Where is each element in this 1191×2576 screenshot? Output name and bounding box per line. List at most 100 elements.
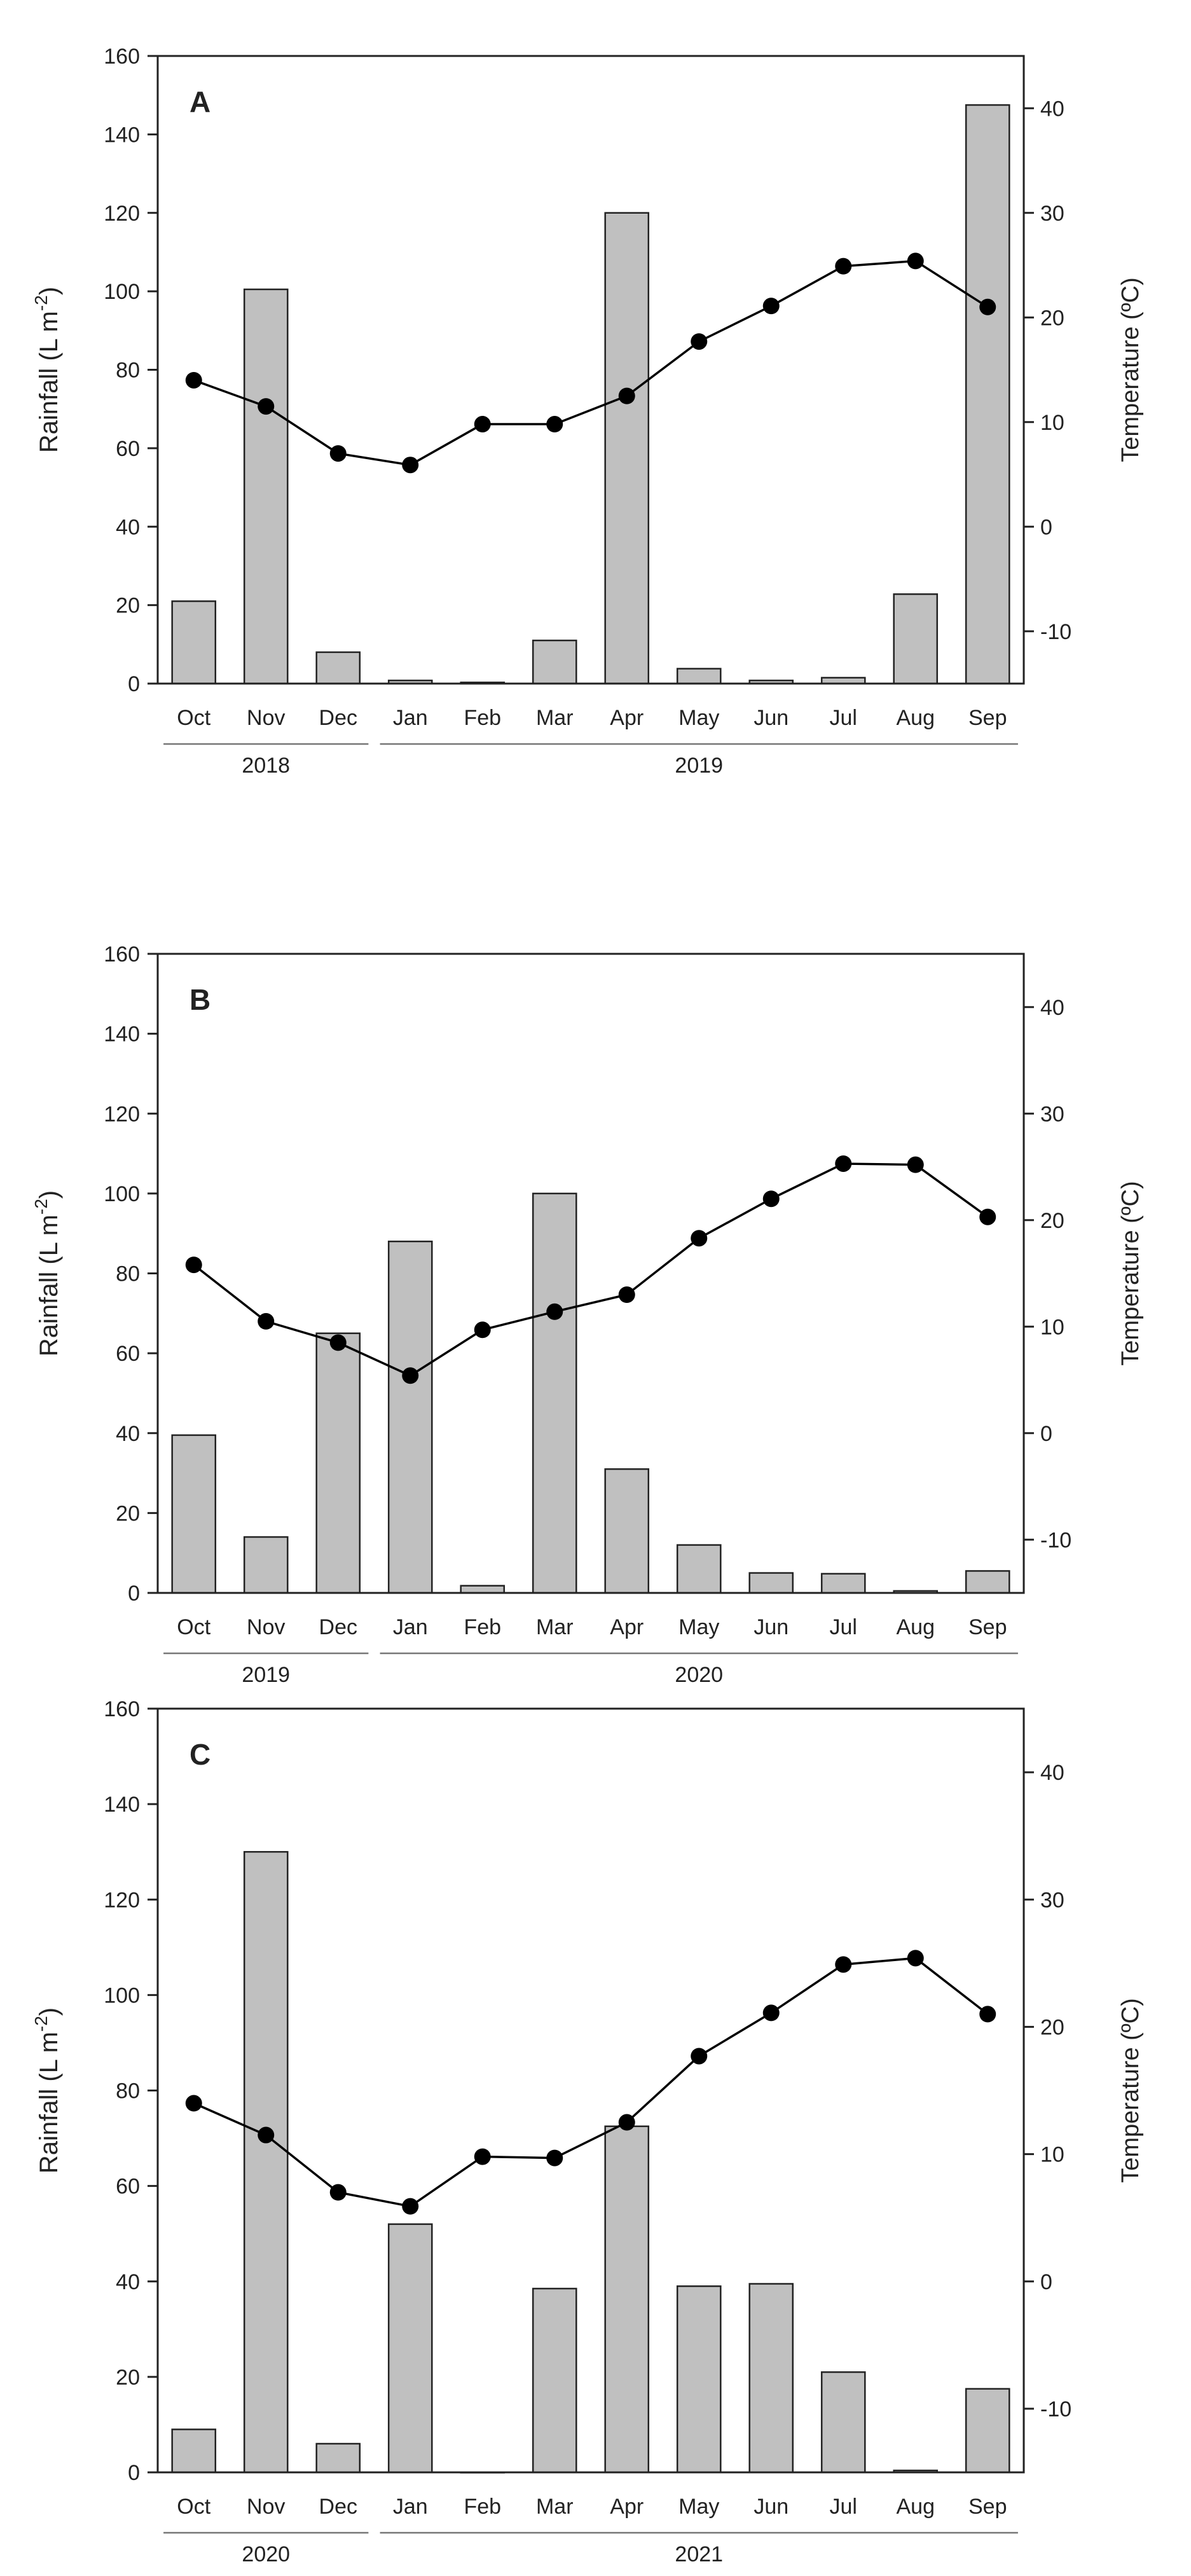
temperature-line	[193, 1957, 989, 2208]
chart-panel-a: 0 20 40 60 80 100 120 140 160 -10 0 10 20 30 40 Oct Nov D…	[31, 45, 1144, 778]
y-tick-label: 20	[116, 1501, 140, 1526]
x-tick-label-mar: Mar	[536, 1615, 574, 1639]
y2-tick-label: 20	[1040, 1209, 1064, 1233]
rainfall-bar-dec	[315, 2442, 361, 2474]
temperature-point-sep	[979, 1208, 996, 1225]
y2-tick-label: 0	[1040, 2270, 1052, 2294]
rainfall-bar-nov	[243, 288, 289, 685]
x-tick-label-jan: Jan	[393, 1615, 428, 1639]
rainfall-bar-apr	[604, 2125, 650, 2474]
y-tick-label: 80	[116, 1262, 140, 1286]
temperature-point-jun	[762, 2004, 780, 2022]
rainfall-bar-sep	[965, 104, 1010, 685]
temperature-point-dec	[329, 1334, 347, 1351]
x-tick-label-jan: Jan	[393, 706, 428, 730]
rainfall-bar-nov	[243, 1536, 289, 1594]
temperature-point-dec	[329, 445, 347, 462]
rainfall-bar-jan	[387, 1241, 433, 1594]
temperature-point-may	[691, 333, 708, 350]
y-tick-label: 20	[116, 2366, 140, 2390]
y-tick-label: 140	[104, 123, 140, 147]
y-tick-label: 0	[128, 1581, 140, 1606]
x-tick-label-apr: Apr	[610, 1615, 644, 1639]
temperature-point-aug	[907, 1950, 924, 1967]
temperature-point-nov	[258, 398, 275, 415]
x-tick-label-may: May	[678, 2495, 719, 2519]
temperature-point-dec	[329, 2184, 347, 2201]
y-axis-title: Rainfall (L m-2)	[31, 287, 63, 453]
x-tick-label-jun: Jun	[754, 706, 788, 730]
y2-tick-label: 20	[1040, 2015, 1064, 2039]
x-tick-label-jun: Jun	[754, 1615, 788, 1639]
y-tick-label: 40	[116, 515, 140, 539]
rainfall-bar-may	[676, 2285, 722, 2474]
temperature-point-jan	[402, 2198, 419, 2215]
y-tick-label: 60	[116, 437, 140, 461]
y-axis-title-main: Rainfall (L m	[35, 2032, 63, 2173]
temperature-point-jan	[402, 457, 419, 474]
x-tick-label-oct: Oct	[177, 1615, 210, 1639]
temperature-point-feb	[474, 2148, 491, 2165]
chart-panel-b: 0 20 40 60 80 100 120 140 160 -10 0 10 20 30 40 Oct Nov D…	[31, 942, 1144, 1687]
temperature-point-jul	[835, 258, 852, 275]
x-tick-label-mar: Mar	[536, 2495, 574, 2519]
y2-tick-label: 10	[1040, 411, 1064, 435]
temperature-point-nov	[258, 1312, 275, 1330]
rainfall-bar-sep	[965, 1570, 1010, 1594]
temperature-point-aug	[907, 1156, 924, 1173]
x-tick-label-aug: Aug	[897, 1615, 935, 1639]
y-tick-label: 0	[128, 672, 140, 696]
y2-axis-title: Temperature (ºC)	[1117, 1998, 1144, 2183]
rainfall-bar-jun	[748, 2283, 794, 2474]
chart-panel-c: 0 20 40 60 80 100 120 140 160 -10 0 10 20 30 40 Oct Nov D…	[31, 1697, 1144, 2566]
y-tick-label: 160	[104, 1697, 140, 1721]
y-tick-label: 40	[116, 2270, 140, 2294]
temperature-point-jul	[835, 1956, 852, 1973]
y-tick-label: 120	[104, 202, 140, 226]
x-tick-label-jun: Jun	[754, 2495, 788, 2519]
y-tick-label: 80	[116, 2079, 140, 2104]
temperature-line	[193, 259, 989, 467]
y-axis-title-tail: )	[35, 2008, 63, 2016]
rainfall-bar-apr	[604, 212, 650, 685]
temperature-point-may	[691, 1230, 708, 1247]
year-group-label: 2020	[675, 1663, 723, 1687]
temperature-point-may	[691, 2048, 708, 2065]
x-tick-label-oct: Oct	[177, 706, 210, 730]
year-group-label: 2021	[675, 2542, 723, 2566]
year-group-label: 2019	[675, 754, 723, 778]
rainfall-bar-jul	[820, 2371, 866, 2474]
y-axis-title: Rainfall (L m-2)	[31, 2008, 63, 2173]
temperature-line	[193, 1162, 989, 1377]
y2-tick-label: 40	[1040, 97, 1064, 121]
y-tick-label: 40	[116, 1422, 140, 1446]
rainfall-bar-sep	[965, 2388, 1010, 2474]
temperature-point-oct	[185, 371, 202, 389]
rainfall-bar-nov	[243, 1850, 289, 2474]
rainfall-bar-mar	[532, 2287, 577, 2474]
y2-tick-label: 0	[1040, 515, 1052, 539]
rainfall-bar-jul	[820, 1573, 866, 1594]
y-axis-title: Rainfall (L m-2)	[31, 1190, 63, 1356]
y-tick-label: 60	[116, 1342, 140, 1366]
y-tick-label: 60	[116, 2175, 140, 2199]
y-tick-label: 100	[104, 1182, 140, 1206]
x-tick-label-jul: Jul	[830, 1615, 857, 1639]
rainfall-bar-oct	[171, 600, 217, 685]
temperature-point-apr	[618, 2114, 635, 2131]
rainfall-bar-oct	[171, 2428, 217, 2474]
x-tick-label-jul: Jul	[830, 2495, 857, 2519]
y-tick-label: 140	[104, 1023, 140, 1047]
temperature-point-jan	[402, 1367, 419, 1384]
panel-label: A	[189, 85, 210, 118]
x-tick-label-sep: Sep	[968, 2495, 1007, 2519]
y-tick-label: 80	[116, 359, 140, 383]
y2-tick-label: 20	[1040, 306, 1064, 330]
x-tick-label-may: May	[678, 706, 719, 730]
x-tick-label-oct: Oct	[177, 2495, 210, 2519]
plot-frame	[156, 953, 1025, 1594]
y-tick-label: 160	[104, 45, 140, 69]
temperature-point-jul	[835, 1155, 852, 1172]
rainfall-bar-oct	[171, 1434, 217, 1594]
